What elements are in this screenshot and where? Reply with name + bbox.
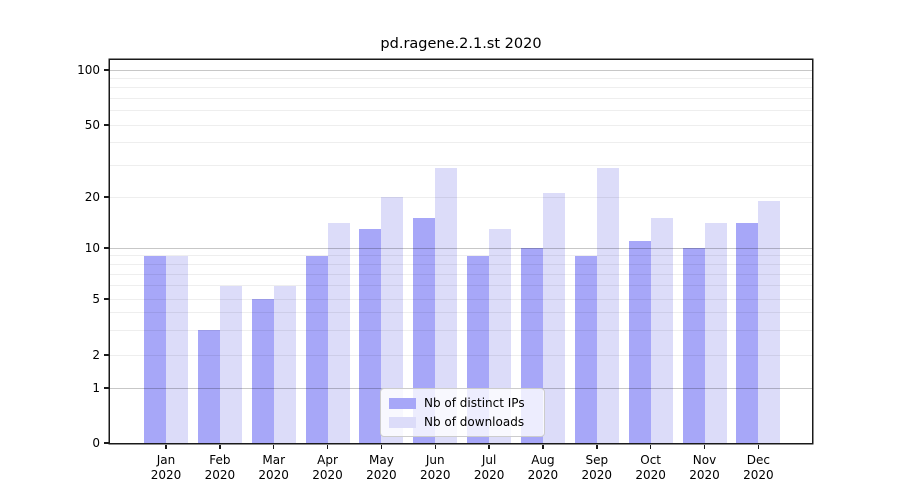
y-tick-5: [103, 298, 109, 300]
x-tick-year-jul: 2020: [473, 468, 505, 482]
x-tick-apr: [326, 444, 329, 449]
x-tick-month-feb: Feb: [209, 453, 231, 467]
x-tick-sep: [596, 444, 598, 449]
y-tick-label-2: 2: [92, 348, 100, 362]
x-tick-month-apr: Apr: [317, 453, 338, 467]
y-tick-label-100: 100: [77, 63, 100, 77]
bar-downloads-oct: [650, 218, 673, 443]
x-tick-month-sep: Sep: [585, 453, 609, 467]
x-tick-month-jan: Jan: [156, 453, 176, 467]
y-tick-2: [103, 354, 109, 356]
x-tick-year-apr: 2020: [312, 468, 343, 482]
x-tick-year-jan: 2020: [150, 468, 182, 482]
bar-downloads-nov: [704, 223, 727, 443]
x-tick-year-sep: 2020: [581, 468, 613, 482]
y-tick-label-20: 20: [84, 190, 100, 204]
x-tick-may: [380, 444, 383, 449]
x-tick-jan: [165, 444, 167, 449]
x-tick-month-may: May: [368, 453, 394, 467]
bar-downloads-sep: [596, 167, 619, 443]
bar-downloads-apr: [327, 223, 350, 443]
x-tick-jun: [434, 444, 436, 449]
x-tick-oct: [649, 444, 652, 449]
x-tick-aug: [542, 444, 544, 449]
legend-swatch-distinct-ips: [389, 397, 416, 409]
bar-distinct-ips-feb: [197, 330, 220, 443]
x-tick-year-dec: 2020: [743, 468, 774, 482]
legend-entry-downloads: Nb of downloads: [389, 415, 535, 429]
bar-distinct-ips-oct: [628, 240, 651, 443]
x-tick-year-feb: 2020: [204, 468, 236, 482]
x-tick-month-mar: Mar: [262, 453, 285, 467]
x-tick-label-feb: Feb 2020: [192, 453, 248, 483]
bar-distinct-ips-may: [359, 228, 382, 443]
x-tick-label-may: May 2020: [353, 453, 409, 483]
x-tick-nov: [703, 444, 706, 449]
legend-swatch-downloads: [389, 416, 416, 428]
x-tick-year-jun: 2020: [419, 468, 451, 482]
bar-downloads-feb: [219, 285, 242, 443]
x-tick-month-nov: Nov: [692, 453, 717, 467]
bar-downloads-mar: [273, 285, 296, 443]
bar-distinct-ips-sep: [574, 255, 597, 443]
x-tick-jul: [488, 444, 490, 449]
y-tick-20: [103, 196, 109, 198]
x-tick-label-jan: Jan 2020: [138, 453, 194, 483]
x-tick-month-oct: Oct: [640, 453, 662, 467]
y-tick-50: [103, 124, 109, 126]
x-tick-month-jun: Jun: [425, 453, 445, 467]
legend-entry-distinct-ips: Nb of distinct IPs: [389, 396, 535, 410]
y-tick-1: [103, 387, 109, 389]
x-tick-year-mar: 2020: [258, 468, 289, 482]
x-tick-label-mar: Mar 2020: [246, 453, 302, 483]
x-tick-month-jul: Jul: [481, 453, 497, 467]
plot-area: Nb of distinct IPs Nb of downloads: [103, 60, 812, 449]
bar-distinct-ips-nov: [682, 248, 705, 443]
x-tick-year-oct: 2020: [635, 468, 666, 482]
x-tick-label-dec: Dec 2020: [730, 453, 786, 483]
y-tick-label-0: 0: [92, 436, 100, 450]
x-tick-label-sep: Sep 2020: [569, 453, 625, 483]
bar-downloads-may: [381, 197, 404, 443]
legend-label-distinct-ips: Nb of distinct IPs: [424, 396, 525, 410]
x-tick-year-may: 2020: [366, 468, 397, 482]
x-tick-month-aug: Aug: [531, 453, 555, 467]
x-tick-dec: [757, 444, 760, 449]
x-tick-label-apr: Apr 2020: [300, 453, 356, 483]
bar-downloads-jun: [435, 167, 458, 443]
bar-distinct-ips-mar: [251, 299, 274, 443]
chart-title: pd.ragene.2.1.st 2020: [380, 36, 542, 52]
x-tick-year-nov: 2020: [689, 468, 720, 482]
legend-label-downloads: Nb of downloads: [424, 415, 525, 429]
legend: Nb of distinct IPs Nb of downloads: [380, 388, 545, 437]
y-tick-label-1: 1: [92, 381, 100, 395]
y-tick-10: [103, 247, 109, 249]
bar-distinct-ips-jan: [144, 255, 166, 443]
x-tick-month-dec: Dec: [746, 453, 770, 467]
bar-downloads-dec: [758, 200, 781, 443]
x-tick-feb: [219, 444, 221, 449]
bar-distinct-ips-apr: [305, 255, 328, 443]
y-tick-100: [103, 69, 109, 71]
x-tick-label-oct: Oct 2020: [623, 453, 679, 483]
x-tick-label-nov: Nov 2020: [677, 453, 733, 483]
x-tick-mar: [272, 444, 275, 449]
y-tick-0: [103, 442, 109, 444]
bar-downloads-jan: [166, 255, 188, 443]
bar-distinct-ips-jun: [413, 218, 436, 443]
y-tick-label-5: 5: [92, 292, 100, 306]
y-tick-label-10: 10: [84, 241, 100, 255]
x-tick-label-jul: Jul 2020: [461, 453, 517, 483]
x-tick-year-aug: 2020: [527, 468, 559, 482]
x-tick-label-jun: Jun 2020: [407, 453, 463, 483]
bars-layer: [110, 60, 812, 443]
bar-distinct-ips-dec: [736, 223, 759, 443]
bar-downloads-aug: [542, 193, 565, 443]
x-tick-label-aug: Aug 2020: [515, 453, 571, 483]
y-tick-label-50: 50: [84, 118, 100, 132]
